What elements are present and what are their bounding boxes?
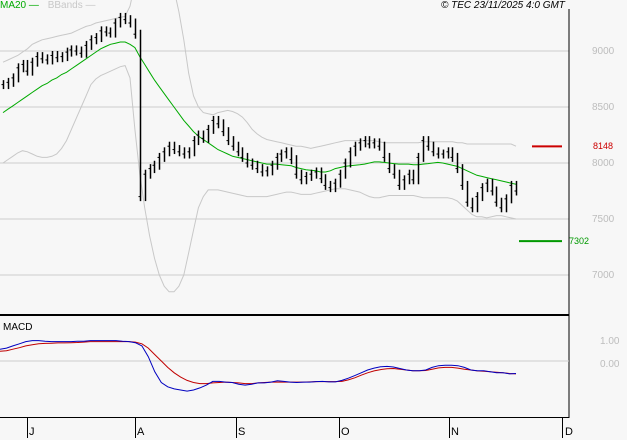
- ohlc-bars: [1, 12, 518, 213]
- resistance-label: 8148: [593, 141, 614, 151]
- legend: MA20 — BBands —: [0, 0, 96, 11]
- bollinger-bands: [2, 0, 517, 293]
- y-tick-7500: 7500: [592, 214, 615, 225]
- legend-bbands: BBands: [47, 0, 83, 11]
- x-label-nov: N: [451, 426, 459, 438]
- macd-signal-line: [0, 341, 517, 385]
- macd-line: [0, 340, 517, 392]
- y-tick-8500: 8500: [592, 102, 615, 113]
- x-label-jul: J: [29, 426, 35, 438]
- x-label-sep: S: [238, 426, 246, 438]
- macd-tick-1: 1.00: [600, 336, 620, 347]
- ma20-line: [2, 41, 517, 185]
- price-gridlines: [0, 50, 569, 276]
- x-axis-ticks: [27, 418, 563, 438]
- y-tick-7000: 7000: [592, 270, 615, 281]
- x-label-oct: O: [341, 426, 350, 438]
- copyright-text: © TEC 23/11/2025 4:0 GMT: [441, 0, 565, 11]
- macd-title: MACD: [3, 322, 33, 333]
- macd-tick-0: 0.00: [600, 359, 620, 370]
- y-tick-9000: 9000: [592, 46, 615, 57]
- y-tick-8000: 8000: [592, 158, 615, 169]
- x-label-aug: A: [137, 426, 145, 438]
- legend-ma20: MA20: [0, 0, 27, 11]
- x-label-dec: D: [565, 426, 573, 438]
- support-label: 7302: [569, 236, 590, 246]
